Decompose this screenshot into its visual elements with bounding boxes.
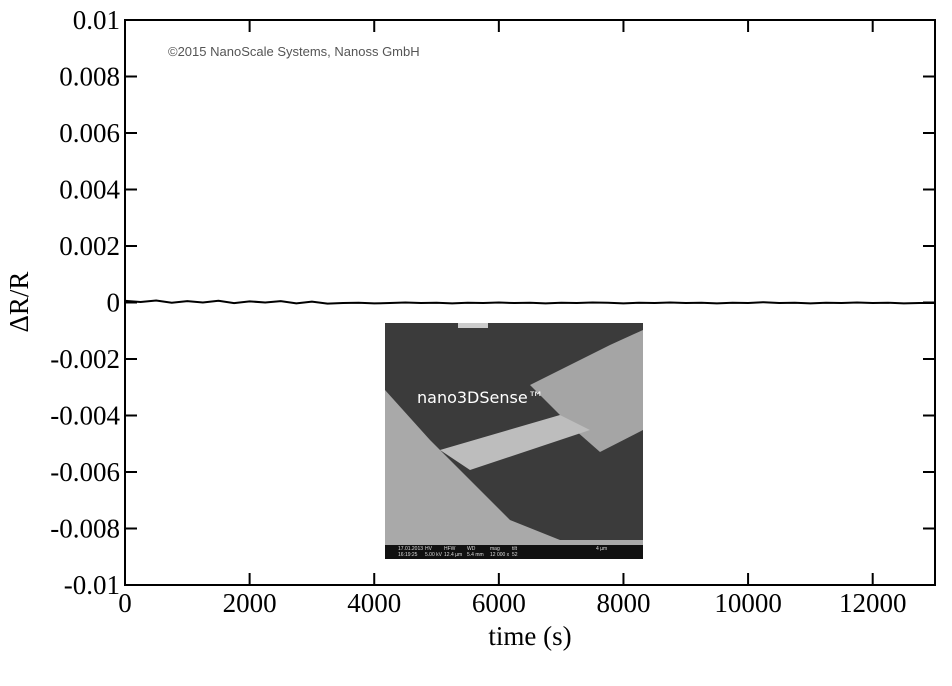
y-tick-label: -0.006	[50, 457, 120, 487]
y-tick-label: 0.004	[59, 175, 120, 205]
y-tick-label: 0.008	[59, 62, 120, 92]
inset-info: 12 000 x	[490, 552, 510, 558]
inset-info: HFW	[444, 546, 456, 552]
inset-info: 52	[512, 552, 518, 558]
x-tick-label: 6000	[472, 588, 526, 618]
y-tick-label: 0.002	[59, 231, 120, 261]
x-tick-label: 2000	[223, 588, 277, 618]
inset-info: 12.4 µm	[444, 552, 462, 558]
info-bar	[385, 545, 643, 559]
substrate	[385, 390, 643, 545]
y-tick-label: -0.008	[50, 514, 120, 544]
inset-info: 5.00 kV	[425, 552, 443, 558]
y-axis-label: ΔR/R	[4, 272, 34, 333]
inset-info: 16:19:25	[398, 552, 418, 558]
y-tick-label: -0.002	[50, 344, 120, 374]
y-tick-label: 0	[107, 288, 121, 318]
edge	[458, 323, 488, 328]
inset-info: 5.4 mm	[467, 552, 484, 558]
inset-info: mag	[490, 546, 500, 552]
x-tick-label: 4000	[347, 588, 401, 618]
pad	[530, 330, 643, 452]
x-axis-label: time (s)	[488, 621, 571, 651]
inset-info: 17.01.2013	[398, 546, 423, 552]
bridge	[440, 415, 590, 470]
inset-info: HV	[425, 546, 433, 552]
inset-image: nano3DSense™	[385, 323, 643, 559]
y-tick-label: -0.004	[50, 401, 120, 431]
inset-info: tilt	[512, 546, 518, 552]
x-tick-label: 0	[118, 588, 132, 618]
inset-info: WD	[467, 546, 476, 552]
x-tick-label: 8000	[596, 588, 650, 618]
data-line	[124, 299, 935, 305]
inset-info: 4 µm	[596, 546, 607, 552]
y-tick-label: 0.01	[73, 5, 120, 35]
copyright: ©2015 NanoScale Systems, Nanoss GmbH	[168, 44, 420, 59]
x-tick-label: 12000	[839, 588, 907, 618]
y-tick-label: -0.01	[64, 570, 120, 600]
x-tick-label: 10000	[714, 588, 782, 618]
y-tick-label: 0.006	[59, 118, 120, 148]
brand-label: nano3DSense™	[417, 388, 544, 407]
